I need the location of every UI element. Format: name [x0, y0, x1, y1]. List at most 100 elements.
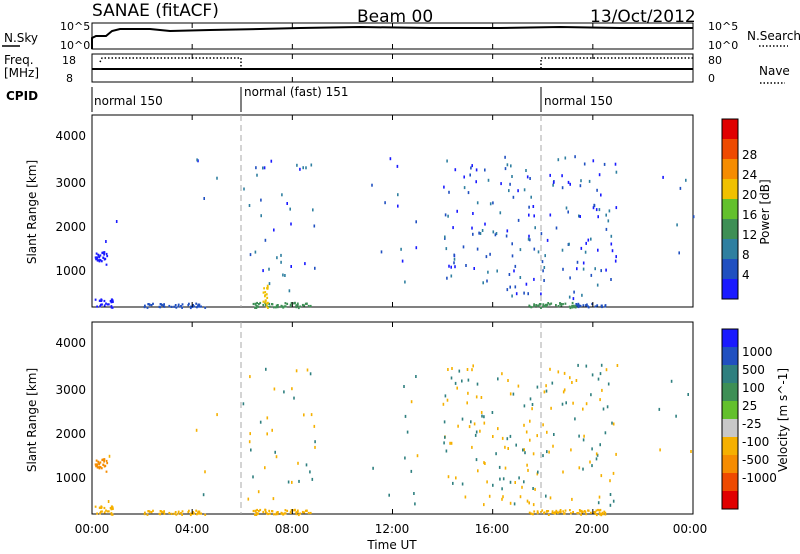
- velocity-panel: 1000 2000 3000 4000 Slant Range [km]: [25, 321, 694, 517]
- echo-dot-1-26: [291, 387, 293, 391]
- echo-cell-0-5-12: [571, 306, 574, 309]
- echo-cell-0-3-46: [257, 305, 259, 308]
- echo-dot-1-163: [612, 499, 615, 503]
- echo-dot-0-14: [290, 222, 292, 226]
- echo-cell-1-3-49: [264, 511, 267, 514]
- echo-dot-0-182: [610, 242, 613, 246]
- echo-dot-1-115: [483, 461, 485, 465]
- echo-dot-0-226: [555, 226, 558, 230]
- echo-cell-1-3-34: [294, 508, 296, 511]
- echo-cell-1-1-2: [95, 465, 97, 468]
- echo-cell-1-4-20: [551, 510, 554, 513]
- echo-dot-0-136: [565, 206, 568, 210]
- echo-cell-0-1-13: [105, 252, 108, 256]
- echo-dot-1-110: [475, 458, 478, 462]
- echo-cell-0-2-37: [168, 304, 171, 308]
- echo-cell-1-3-40: [284, 512, 286, 515]
- echo-dot-0-31: [263, 166, 266, 170]
- power-cbar-swatch-8: [722, 119, 738, 139]
- echo-cell-0-5-15: [548, 303, 551, 306]
- echo-dot-0-146: [615, 206, 618, 210]
- echo-dot-1-49: [406, 430, 409, 434]
- echo-dot-0-183: [506, 163, 509, 167]
- echo-cell-0-3-33: [252, 302, 255, 306]
- echo-dot-1-140: [473, 422, 476, 426]
- echo-dot-1-9: [272, 497, 275, 501]
- echo-dot-1-22: [275, 455, 278, 459]
- echo-dot-0-10: [255, 166, 257, 170]
- echo-dot-1-38: [309, 470, 311, 474]
- echo-dot-0-117: [484, 168, 486, 172]
- echo-cell-1-1-4: [106, 462, 109, 465]
- echo-dot-0-205: [454, 265, 456, 269]
- echo-dot-0-172: [511, 254, 514, 258]
- echo-cell-0-3-2: [307, 304, 310, 308]
- power-cbar-tick-4: 4: [742, 268, 750, 282]
- echo-cell-0-4-10: [262, 291, 265, 294]
- echo-dot-0-81: [467, 191, 470, 195]
- echo-cell-1-2-4: [162, 511, 165, 514]
- echo-dot-0-162: [600, 269, 602, 273]
- echo-dot-0-188: [517, 218, 520, 222]
- echo-cell-0-3-47: [299, 305, 302, 308]
- echo-dot-0-170: [600, 193, 602, 197]
- echo-cell-0-2-39: [177, 305, 180, 308]
- echo-cell-1-2-39: [177, 512, 180, 515]
- echo-dot-1-34: [297, 461, 299, 465]
- echo-cell-1-4-62: [603, 510, 606, 513]
- echo-dot-1-20: [274, 450, 276, 454]
- echo-cell-0-6-4: [596, 304, 599, 307]
- echo-cell-0-2-4: [162, 304, 165, 307]
- echo-dot-1-193: [616, 364, 619, 367]
- echo-cell-1-4-59: [598, 511, 601, 514]
- echo-dot-0-151: [519, 248, 522, 252]
- echo-cell-1-0-22: [112, 507, 114, 510]
- echo-dot-1-187: [585, 402, 588, 406]
- echo-dot-0-149: [508, 273, 511, 276]
- echo-dot-0-113: [513, 269, 515, 273]
- echo-cell-1-3-44: [280, 511, 283, 514]
- echo-dot-0-143: [445, 247, 448, 251]
- echo-cell-0-6-10: [576, 304, 578, 307]
- echo-cell-1-4-5: [597, 508, 599, 512]
- echo-cell-1-2-27: [147, 510, 150, 513]
- echo-cell-1-4-9: [580, 513, 582, 516]
- power-cbar-tick-28: 28: [742, 148, 757, 162]
- echo-dot-0-44: [371, 183, 373, 187]
- echo-cell-1-2-43: [197, 511, 200, 514]
- echo-cell-0-1-4: [106, 255, 109, 258]
- power-ytick-1000: 1000: [55, 264, 86, 278]
- echo-dot-1-28: [242, 402, 245, 406]
- echo-dot-0-208: [482, 281, 484, 285]
- echo-dot-1-172: [526, 499, 529, 503]
- echo-dot-1-50: [415, 375, 417, 378]
- echo-dot-0-144: [597, 248, 599, 252]
- echo-cell-0-3-22: [304, 302, 307, 305]
- echo-cell-0-3-28: [275, 304, 278, 307]
- echo-dot-1-218: [571, 497, 573, 501]
- echo-dot-1-10: [249, 375, 251, 379]
- echo-dot-1-226: [467, 391, 469, 395]
- nave-trace: [99, 57, 693, 70]
- echo-cell-0-4-14: [267, 301, 269, 304]
- freq-tick-top: 18: [62, 54, 76, 67]
- echo-dot-1-206: [445, 449, 448, 453]
- echo-dot-0-121: [526, 175, 529, 179]
- echo-cell-1-2-17: [181, 513, 183, 516]
- echo-cell-1-2-2: [163, 510, 165, 513]
- echo-dot-1-222: [585, 364, 588, 368]
- echo-cell-0-3-10: [255, 306, 258, 309]
- echo-dot-1-188: [563, 371, 566, 375]
- echo-dot-1-86: [499, 477, 501, 481]
- echo-cell-0-1-27: [103, 251, 106, 254]
- echo-cell-1-3-18: [296, 509, 299, 512]
- echo-dot-0-59: [462, 245, 465, 249]
- echo-cell-1-3-6: [268, 512, 271, 515]
- echo-dot-0-145: [610, 234, 613, 238]
- echo-cell-0-3-35: [277, 304, 279, 307]
- echo-dot-1-100: [602, 407, 605, 411]
- echo-dot-1-152: [509, 501, 512, 505]
- echo-cell-0-4-0: [264, 291, 267, 294]
- echo-dot-0-153: [608, 209, 611, 213]
- echo-dot-0-229: [692, 215, 695, 219]
